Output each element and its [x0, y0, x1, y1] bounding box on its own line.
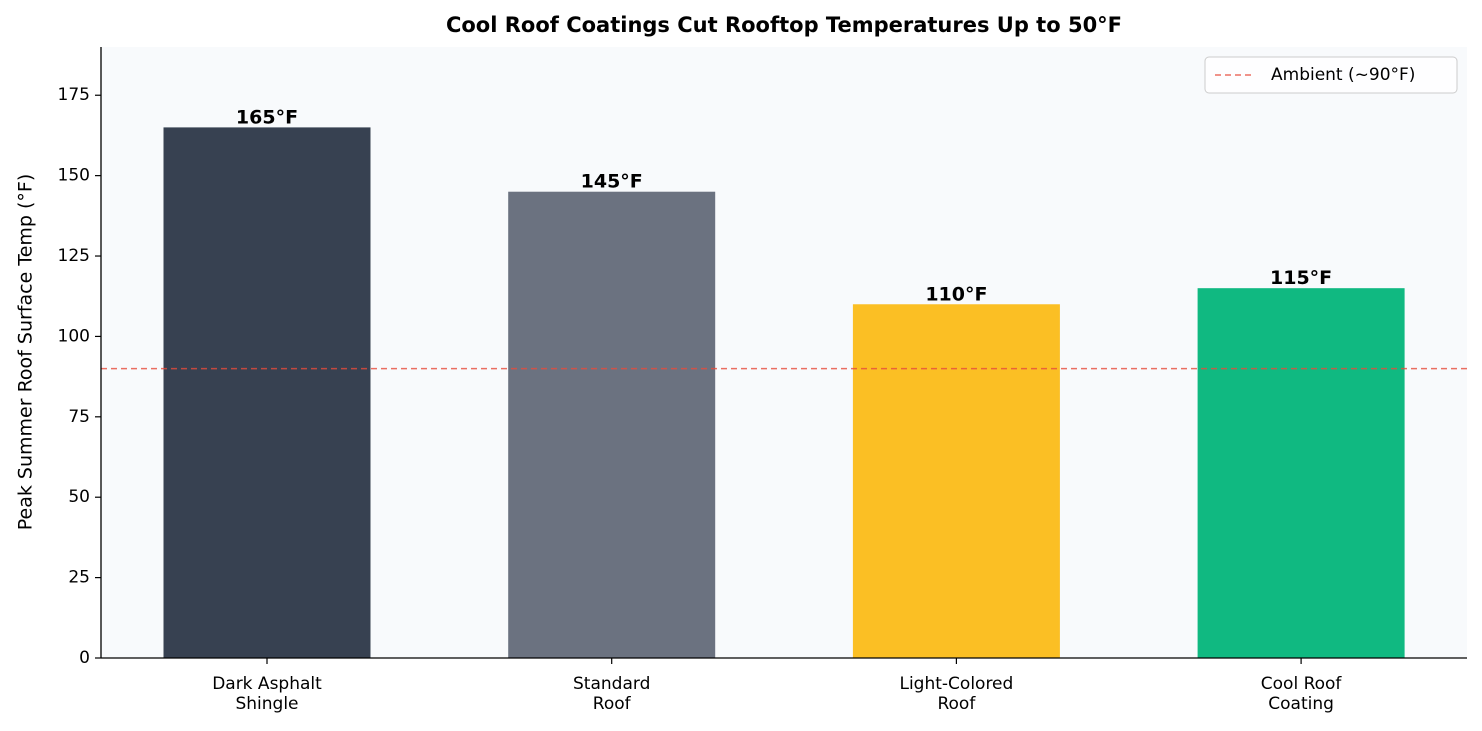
y-tick-label: 125	[58, 246, 90, 266]
bar	[852, 304, 1060, 658]
y-tick-label: 50	[68, 487, 90, 507]
value-label: 145°F	[581, 171, 643, 193]
x-tick-label: Dark Asphalt Shingle	[212, 674, 322, 714]
y-tick-label: 100	[58, 326, 90, 346]
y-axis-label: Peak Summer Roof Surface Temp (°F)	[15, 174, 37, 531]
legend-box	[1204, 56, 1458, 94]
y-tick-label: 175	[58, 85, 90, 105]
value-label: 165°F	[236, 106, 298, 128]
bar	[508, 191, 716, 659]
value-label: 115°F	[1270, 267, 1332, 289]
y-tick-label: 0	[79, 648, 90, 668]
value-label: 110°F	[925, 283, 987, 305]
x-tick-label: Standard Roof	[573, 674, 650, 714]
y-tick-label: 150	[58, 166, 90, 186]
legend-label: Ambient (~90°F)	[1271, 65, 1415, 85]
x-tick-label: Light-Colored Roof	[899, 674, 1013, 714]
y-tick-label: 25	[68, 568, 90, 588]
chart-title: Cool Roof Coatings Cut Rooftop Temperatu…	[446, 13, 1122, 37]
y-tick-label: 75	[68, 407, 90, 427]
bar	[163, 127, 371, 659]
bar	[1197, 288, 1405, 658]
x-tick-label: Cool Roof Coating	[1261, 674, 1343, 714]
